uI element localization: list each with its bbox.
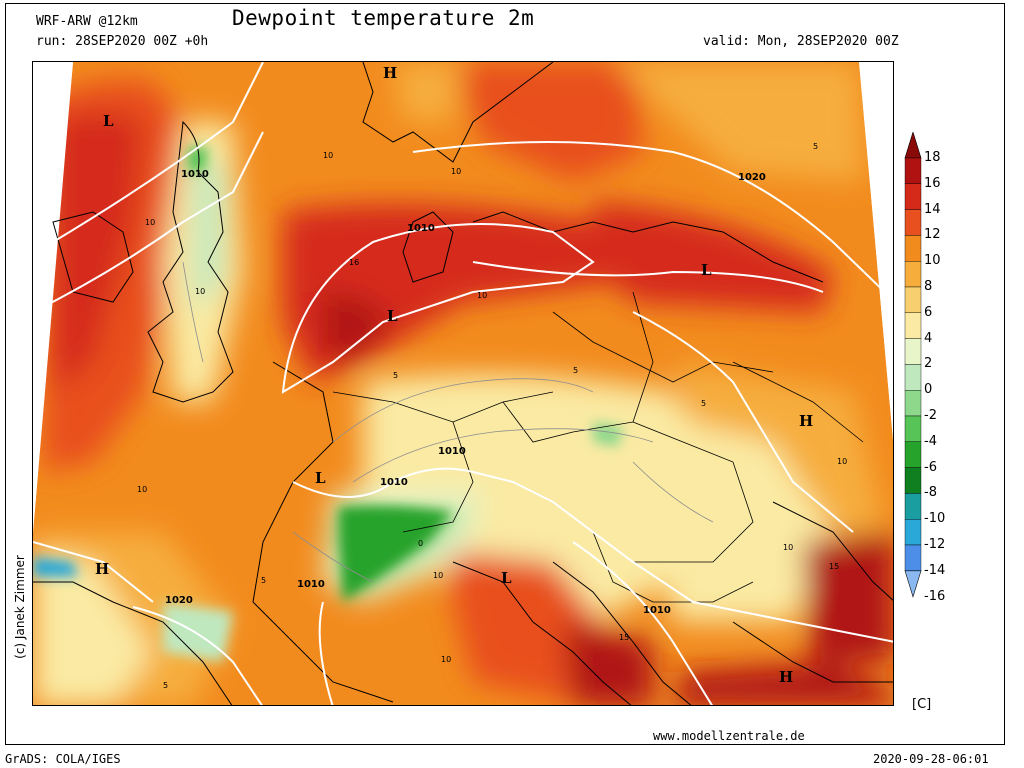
legend-colorbar [904, 130, 922, 598]
legend-tick-label: -6 [924, 459, 937, 475]
dewpoint-labels: 10 10 10 10 16 5 5 5 5 10 10 10 15 15 0 … [137, 142, 847, 690]
plot-frame [5, 3, 1005, 745]
dewpoint-label: 10 [837, 457, 847, 466]
high-symbol: H [779, 668, 793, 686]
high-symbol: H [95, 560, 109, 578]
pressure-label: 1010 [380, 477, 408, 488]
dewpoint-label: 16 [349, 258, 359, 267]
legend-arrow-bottom [904, 570, 922, 598]
dewpoint-label: 10 [195, 287, 205, 296]
legend-swatch [904, 235, 922, 262]
legend-tick-label: 4 [924, 330, 933, 346]
low-symbol: L [701, 261, 712, 279]
timestamp-label: 2020-09-28-06:01 [873, 752, 989, 766]
legend-swatch [904, 338, 922, 365]
dewpoint-label: 5 [261, 576, 266, 585]
dewpoint-label: 10 [323, 151, 333, 160]
dewpoint-field [33, 62, 893, 705]
dewpoint-label: 5 [393, 371, 398, 380]
dewpoint-label: 5 [813, 142, 818, 151]
pressure-label: 1020 [738, 172, 766, 183]
color-legend: 18 16 14 12 10 8 6 4 2 0 -2 -4 -6 -8 -10 -12 -14 -16 [900, 130, 960, 632]
dewpoint-label: 5 [701, 399, 706, 408]
legend-tick-label: 2 [924, 356, 933, 372]
legend-tick-label: -14 [924, 562, 946, 578]
pressure-label: 1010 [643, 605, 671, 616]
run-label: run: 28SEP2020 00Z +0h [36, 34, 209, 49]
dewpoint-label: 10 [451, 167, 461, 176]
dewpoint-label: 5 [163, 681, 168, 690]
legend-swatch [904, 390, 922, 417]
low-symbol: L [315, 469, 326, 487]
legend-tick-label: 6 [924, 304, 933, 320]
legend-swatch [904, 312, 922, 339]
website-label[interactable]: www.modellzentrale.de [653, 729, 805, 743]
dewpoint-label: 10 [433, 571, 443, 580]
legend-tick-label: -16 [924, 588, 946, 604]
legend-tick-label: -12 [924, 537, 946, 552]
legend-swatch [904, 493, 922, 520]
legend-swatch [904, 157, 922, 184]
legend-swatch [904, 364, 922, 391]
low-symbol: L [501, 569, 512, 587]
software-label: GrADS: COLA/IGES [5, 752, 121, 766]
model-label: WRF-ARW @12km [36, 14, 138, 29]
legend-swatch [904, 441, 922, 468]
dewpoint-contours [182, 261, 714, 583]
legend-tick-label: -2 [924, 408, 937, 423]
legend-tick-label: 18 [924, 150, 941, 165]
high-symbol: H [383, 64, 397, 82]
legend-tick-label: 8 [924, 279, 933, 294]
legend-tick-label: -4 [924, 433, 937, 449]
high-symbol: H [799, 412, 813, 430]
coastlines [33, 62, 893, 705]
legend-tick-label: 14 [924, 201, 941, 217]
legend-swatch [904, 519, 922, 546]
dewpoint-label: 15 [619, 633, 629, 642]
legend-tick-label: 16 [924, 175, 941, 191]
dewpoint-label: 0 [418, 539, 423, 548]
legend-tick-label: -8 [924, 485, 937, 501]
legend-arrow-top [904, 130, 922, 159]
pressure-label: 1010 [438, 446, 466, 457]
isobars [33, 62, 893, 705]
pressure-label: 1010 [181, 169, 209, 180]
dewpoint-label: 10 [137, 485, 147, 494]
legend-swatch [904, 544, 922, 571]
legend-swatch [904, 286, 922, 313]
legend-tick-label: 12 [924, 227, 941, 243]
legend-swatch [904, 183, 922, 210]
pressure-labels: 1010 1010 1020 1010 1010 1010 1020 1010 [165, 169, 766, 616]
low-symbol: L [387, 307, 398, 325]
legend-swatch [904, 415, 922, 442]
dewpoint-label: 10 [477, 291, 487, 300]
legend-swatch [904, 467, 922, 494]
legend-swatch [904, 209, 922, 236]
dewpoint-map: 1010 1010 1020 1010 1010 1010 1020 1010 … [32, 61, 894, 706]
legend-swatch [904, 260, 922, 288]
dewpoint-label: 10 [441, 655, 451, 664]
page-title: Dewpoint temperature 2m [232, 6, 535, 30]
dewpoint-label: 5 [573, 366, 578, 375]
pressure-system-symbols: L L L L L H H H H [95, 64, 813, 686]
legend-tick-label: 10 [924, 253, 941, 269]
pressure-label: 1010 [407, 223, 435, 234]
pressure-label: 1010 [297, 579, 325, 590]
legend-tick-label: -10 [924, 511, 946, 527]
valid-time-label: valid: Mon, 28SEP2020 00Z [703, 34, 899, 49]
dewpoint-label: 15 [829, 562, 839, 571]
dewpoint-label: 10 [783, 543, 793, 552]
legend-unit: [C] [912, 697, 932, 712]
dewpoint-label: 10 [145, 218, 155, 227]
low-symbol: L [103, 112, 114, 130]
author-credit: (c) Janek Zimmer [13, 555, 27, 659]
pressure-label: 1020 [165, 595, 193, 606]
legend-tick-label: 0 [924, 382, 933, 398]
